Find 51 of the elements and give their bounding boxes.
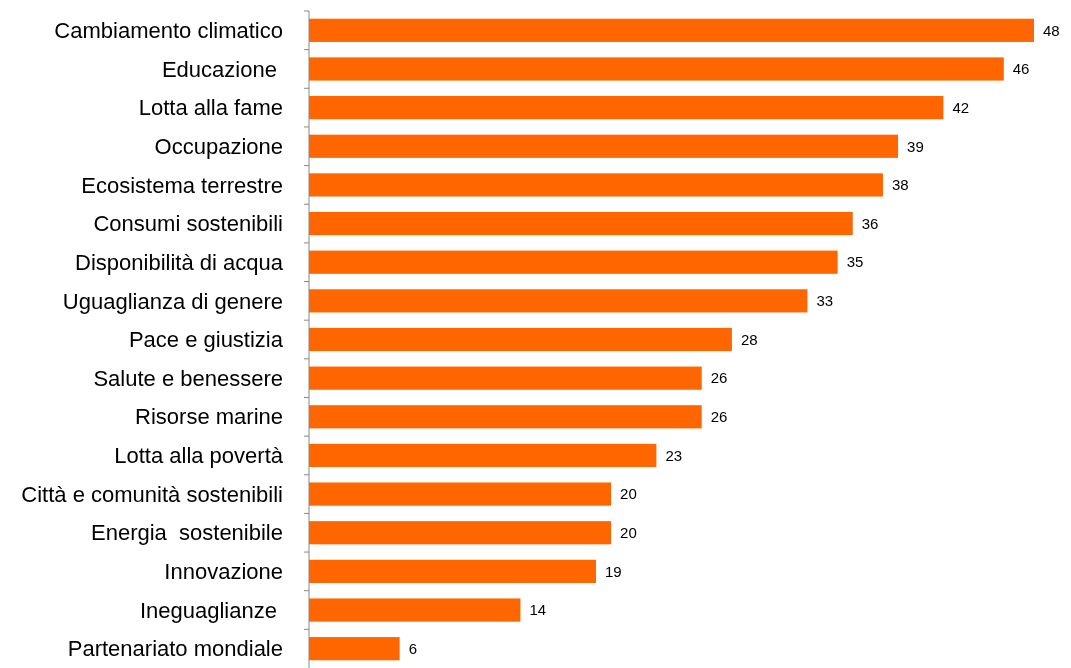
y-tick-label: Partenariato mondiale [67,636,283,662]
data-label: 23 [665,446,683,464]
data-label: 46 [1012,60,1030,78]
bar [309,134,899,158]
data-label: 26 [710,369,728,387]
bar [309,405,702,429]
y-tick-label: Disponibilità di acqua [75,249,284,275]
bar [309,18,1034,42]
data-label: 6 [408,639,417,657]
y-tick-label: Lotta alla fame [138,95,283,121]
data-label: 48 [1043,21,1060,39]
y-tick-label: Energia sostenibile [90,520,283,546]
data-label: 35 [846,253,864,271]
data-label: 33 [816,292,834,310]
data-label: 36 [861,214,879,232]
data-label: 28 [740,330,758,348]
data-label: 26 [710,408,728,426]
y-tick-label: Salute e benessere [93,365,283,391]
bar [309,327,732,352]
y-tick-label: Occupazione [154,133,283,159]
y-tick-label: Innovazione [164,559,283,585]
bar [309,211,853,236]
data-label: 38 [891,176,909,194]
bar [309,250,838,274]
data-label: 20 [620,523,637,541]
y-tick-label: Educazione [161,56,283,82]
y-tick-label: Uguaglianza di genere [62,288,283,314]
bar [309,443,657,468]
data-label: 19 [604,562,622,580]
y-tick-label: Lotta alla povertà [114,443,284,469]
y-tick-label: Città e comunità sostenibili [21,481,283,507]
bar [309,521,612,545]
data-label: 20 [620,485,637,503]
y-tick-label: Ineguaglianze [139,597,283,623]
y-tick-label: Pace e giustizia [128,327,284,353]
bar [309,482,612,506]
bar [309,289,808,313]
y-tick-label: Consumi sostenibili [93,211,283,237]
bar [309,598,521,622]
data-label: 42 [952,98,970,116]
data-label: 39 [907,137,924,155]
bar [309,559,596,583]
bar [309,366,702,390]
bar [309,173,883,197]
data-label: 14 [529,601,547,619]
y-tick-label: Risorse marine [135,404,283,430]
bar [309,637,400,661]
bar [309,96,944,120]
y-tick-label: Ecosistema terrestre [81,172,283,198]
bar [309,57,1004,81]
y-tick-label: Cambiamento climatico [54,18,283,44]
